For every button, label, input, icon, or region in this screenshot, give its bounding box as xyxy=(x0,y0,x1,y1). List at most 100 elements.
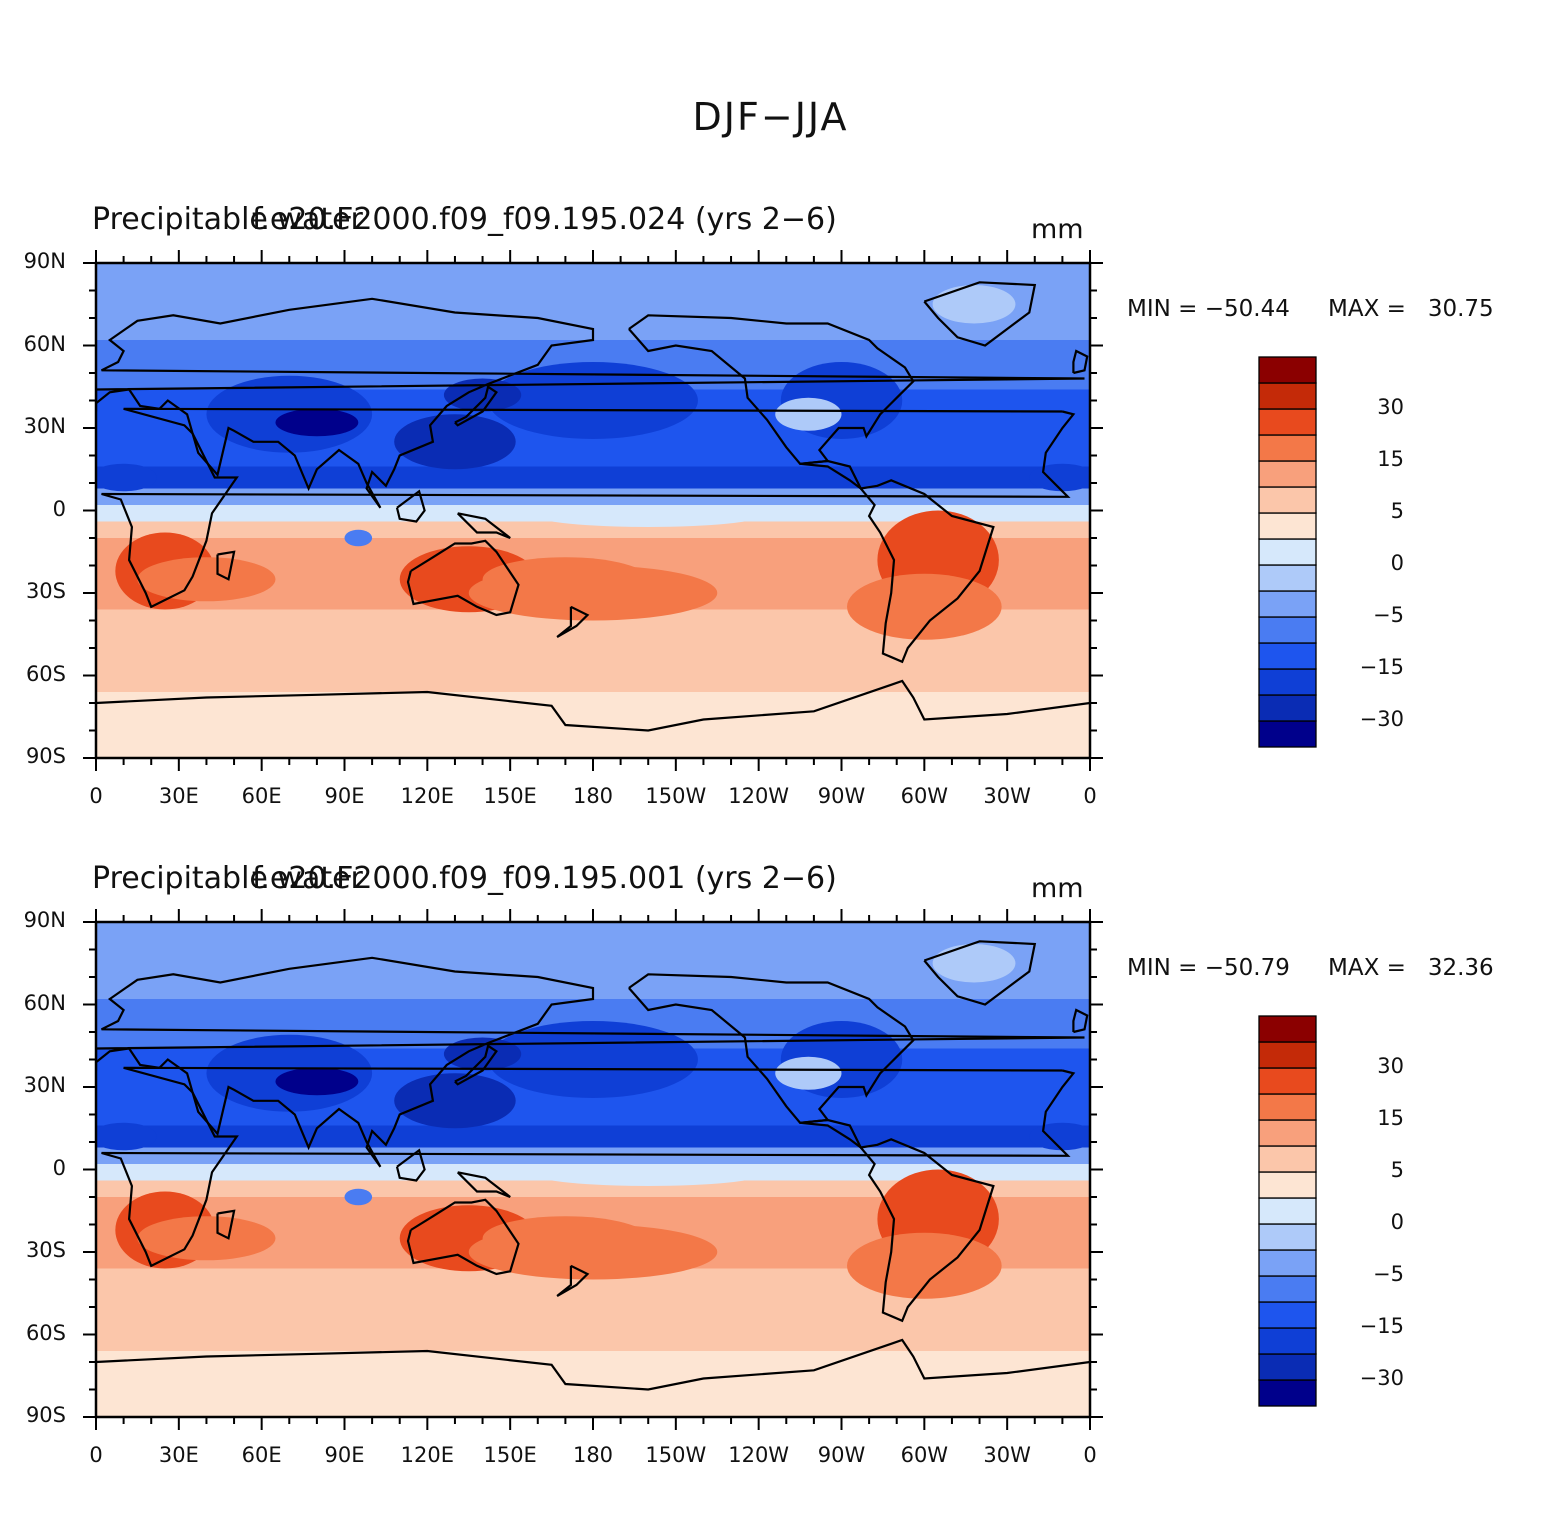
coastline xyxy=(96,679,1090,732)
colorbar-swatch xyxy=(1258,408,1317,436)
lon-tick-label: 150E xyxy=(483,784,537,808)
colorbar-swatch xyxy=(1258,486,1317,514)
coastline xyxy=(395,489,426,523)
lat-tick-label: 90N xyxy=(23,908,66,932)
coastline xyxy=(923,281,1037,347)
lon-tick-label: 30E xyxy=(158,784,199,808)
colorbar-swatch xyxy=(1258,642,1317,670)
lat-tick-label: 30S xyxy=(25,1238,66,1262)
colorbar-label: 5 xyxy=(1390,499,1404,523)
colorbar-label: −15 xyxy=(1359,1314,1404,1338)
colorbar-swatch xyxy=(1258,1145,1317,1173)
colorbar-swatch xyxy=(1258,434,1317,462)
lat-tick-label: 60N xyxy=(23,331,66,356)
lat-tick-label: 90S xyxy=(25,744,66,768)
lat-tick-label: 30N xyxy=(23,414,66,438)
lon-tick-label: 0 xyxy=(1083,1443,1097,1467)
colorbar-swatch xyxy=(1258,1301,1317,1329)
coastline xyxy=(216,1209,236,1240)
lat-tick-label: 60S xyxy=(25,1320,66,1345)
coastline xyxy=(216,550,236,581)
map-svg xyxy=(83,909,1317,1430)
map-panel-001: 90N 60N 30N 0 30S 60S 90S 0 30E 60E 90E 120E 150E 180… xyxy=(0,855,1541,1515)
colorbar-label: 15 xyxy=(1377,447,1404,471)
colorbar-swatch xyxy=(1258,1275,1317,1303)
lon-tick-label: 60E xyxy=(241,1443,282,1467)
units-label: mm xyxy=(1031,214,1084,245)
lon-tick-label: 150E xyxy=(483,1443,537,1467)
colorbar-label: 30 xyxy=(1377,1054,1404,1078)
colorbar-swatch xyxy=(1258,1093,1317,1121)
coastline xyxy=(406,1198,520,1276)
coastline xyxy=(556,1264,590,1297)
lat-tick-label: 90N xyxy=(23,249,66,273)
lon-tick-label: 180 xyxy=(572,784,614,808)
lat-tick-label: 0 xyxy=(52,1155,66,1180)
map-panel-024: 90N 60N 30N 0 30S 60S 90S 0 30E 60E 90E 120E 150E 180… xyxy=(0,196,1541,856)
coastline xyxy=(96,297,1085,509)
lon-tick-label: 120W xyxy=(728,784,790,808)
coastline xyxy=(406,539,520,617)
units-label: mm xyxy=(1031,873,1084,904)
lon-tick-label: 60W xyxy=(900,784,949,808)
coastline xyxy=(454,385,498,427)
lon-tick-label: 180 xyxy=(572,1443,614,1467)
colorbar-swatch xyxy=(1258,1119,1317,1147)
colorbar-label: −5 xyxy=(1373,1262,1404,1286)
coastline xyxy=(395,1148,426,1182)
lat-tick-label: 30S xyxy=(25,579,66,603)
colorbar-swatch xyxy=(1258,1015,1317,1043)
min-value: MIN = −50.79 xyxy=(1127,955,1290,981)
coastline xyxy=(456,512,511,540)
colorbar-label: −15 xyxy=(1359,655,1404,679)
lon-tick-label: 90E xyxy=(324,784,365,808)
coastline xyxy=(628,973,915,1124)
lat-tick-label: 60N xyxy=(23,990,66,1015)
colorbar xyxy=(1258,1015,1317,1407)
max-value: MAX = 30.75 xyxy=(1328,296,1494,322)
coastline xyxy=(454,1044,498,1086)
lon-tick-label: 30W xyxy=(983,784,1031,808)
lon-tick-label: 150W xyxy=(645,784,707,808)
colorbar-label: 0 xyxy=(1390,1210,1404,1234)
lat-tick-label: 90S xyxy=(25,1403,66,1427)
coastline xyxy=(628,314,915,465)
coastline xyxy=(1072,349,1089,375)
coastlines xyxy=(96,940,1090,1391)
coastline xyxy=(96,956,1085,1168)
colorbar xyxy=(1258,356,1317,748)
colorbar-swatch xyxy=(1258,720,1317,748)
coastline xyxy=(799,459,995,664)
colorbar-swatch xyxy=(1258,694,1317,722)
coastline xyxy=(456,1171,511,1199)
panel-center-title: f.e20.F2000.f09_f09.195.001 (yrs 2−6) xyxy=(252,861,837,896)
lat-tick-label: 60S xyxy=(25,661,66,686)
colorbar-swatch xyxy=(1258,512,1317,540)
coastline xyxy=(1072,1008,1089,1034)
lon-tick-label: 150W xyxy=(645,1443,707,1467)
colorbar-swatch xyxy=(1258,1327,1317,1355)
lon-tick-label: 60E xyxy=(241,784,282,808)
lon-tick-label: 120E xyxy=(400,1443,454,1467)
coastline xyxy=(556,605,590,638)
colorbar-swatch xyxy=(1258,590,1317,618)
lon-tick-label: 90W xyxy=(817,1443,866,1467)
colorbar-swatch xyxy=(1258,382,1317,410)
colorbar-swatch xyxy=(1258,1379,1317,1407)
colorbar-swatch xyxy=(1258,1171,1317,1199)
figure-title: DJF−JJA xyxy=(692,95,849,139)
lon-tick-label: 0 xyxy=(89,1443,103,1467)
coastline xyxy=(101,407,1076,609)
colorbar-swatch xyxy=(1258,1067,1317,1095)
colorbar-swatch xyxy=(1258,538,1317,566)
lon-tick-label: 30E xyxy=(158,1443,199,1467)
colorbar-label: 5 xyxy=(1390,1158,1404,1182)
lon-tick-label: 0 xyxy=(89,784,103,808)
lon-tick-label: 60W xyxy=(900,1443,949,1467)
axis-ticks xyxy=(83,250,1103,771)
colorbar-label: 30 xyxy=(1377,395,1404,419)
colorbar-swatch xyxy=(1258,1041,1317,1069)
colorbar-label: −30 xyxy=(1359,1366,1404,1390)
lat-tick-label: 30N xyxy=(23,1073,66,1097)
colorbar-label: 0 xyxy=(1390,551,1404,575)
